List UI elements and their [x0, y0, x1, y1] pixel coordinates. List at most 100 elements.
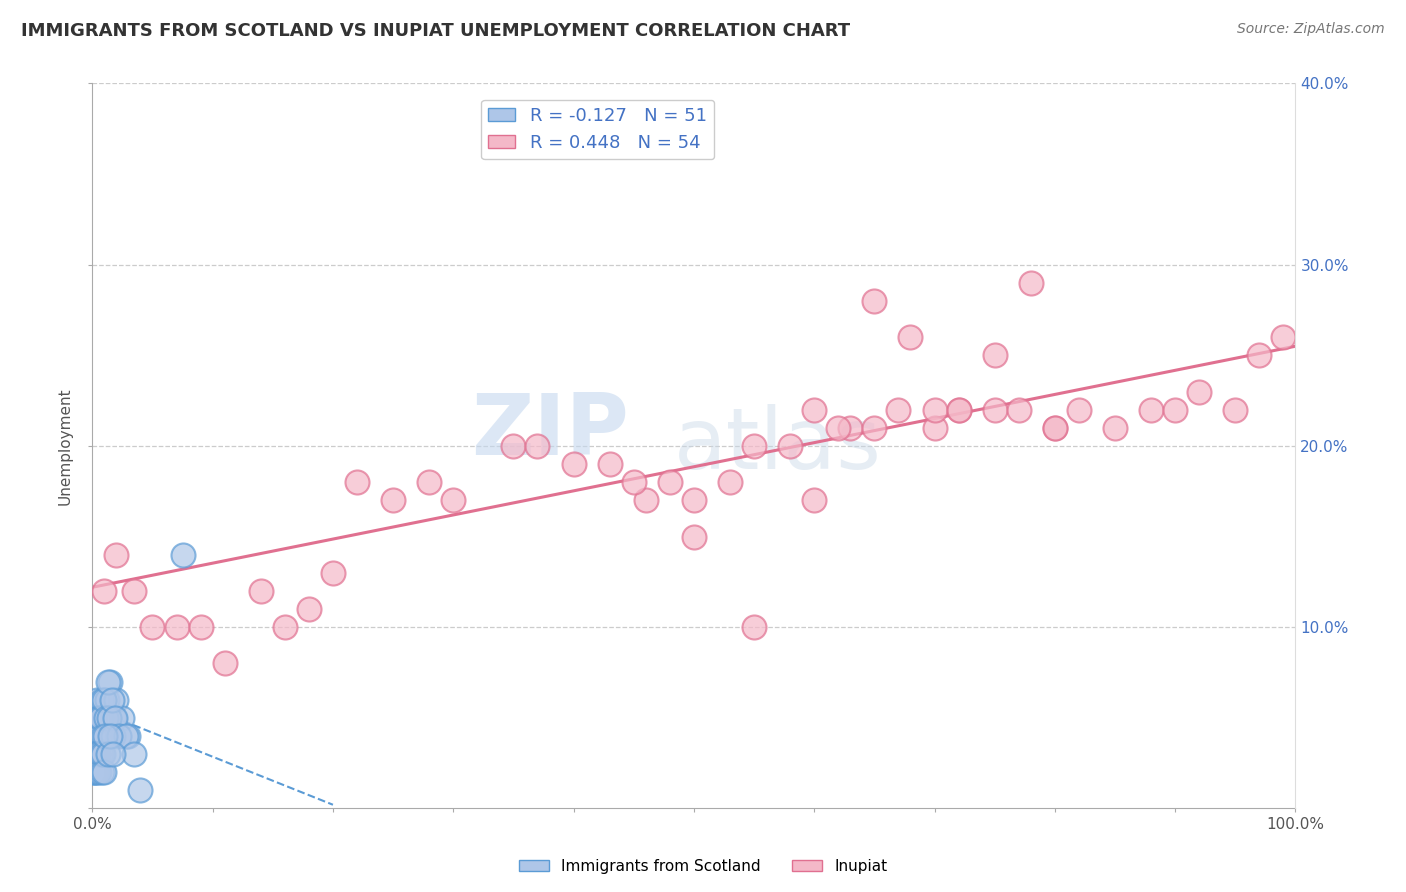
- Point: [124, 583, 146, 598]
- Point: [89, 729, 111, 743]
- Point: [1272, 330, 1295, 344]
- Point: [718, 475, 741, 490]
- Point: [322, 566, 344, 580]
- Point: [214, 657, 236, 671]
- Text: Source: ZipAtlas.com: Source: ZipAtlas.com: [1237, 22, 1385, 37]
- Point: [104, 711, 127, 725]
- Point: [526, 439, 548, 453]
- Point: [683, 529, 706, 543]
- Text: atlas: atlas: [673, 404, 882, 487]
- Point: [105, 548, 128, 562]
- Text: ZIP: ZIP: [471, 390, 628, 473]
- Point: [124, 747, 146, 761]
- Point: [94, 711, 117, 725]
- Point: [166, 620, 188, 634]
- Point: [190, 620, 212, 634]
- Point: [948, 402, 970, 417]
- Point: [249, 583, 271, 598]
- Point: [599, 457, 621, 471]
- Point: [683, 493, 706, 508]
- Point: [863, 293, 886, 308]
- Point: [98, 674, 121, 689]
- Point: [779, 439, 801, 453]
- Point: [86, 765, 108, 780]
- Point: [1008, 402, 1031, 417]
- Point: [87, 711, 110, 725]
- Point: [948, 402, 970, 417]
- Point: [94, 729, 117, 743]
- Point: [83, 747, 105, 761]
- Point: [105, 692, 128, 706]
- Point: [983, 348, 1005, 362]
- Point: [1249, 348, 1271, 362]
- Point: [84, 729, 107, 743]
- Point: [502, 439, 524, 453]
- Point: [1043, 421, 1066, 435]
- Text: IMMIGRANTS FROM SCOTLAND VS INUPIAT UNEMPLOYMENT CORRELATION CHART: IMMIGRANTS FROM SCOTLAND VS INUPIAT UNEM…: [21, 22, 851, 40]
- Y-axis label: Unemployment: Unemployment: [58, 387, 72, 505]
- Point: [93, 765, 115, 780]
- Point: [103, 711, 125, 725]
- Point: [827, 421, 849, 435]
- Point: [82, 747, 104, 761]
- Point: [141, 620, 163, 634]
- Point: [803, 493, 825, 508]
- Point: [89, 747, 111, 761]
- Point: [91, 729, 114, 743]
- Point: [89, 765, 111, 780]
- Point: [924, 402, 946, 417]
- Point: [1225, 402, 1247, 417]
- Point: [93, 711, 115, 725]
- Point: [1104, 421, 1126, 435]
- Point: [96, 692, 118, 706]
- Point: [172, 548, 194, 562]
- Point: [93, 583, 115, 598]
- Point: [441, 493, 464, 508]
- Point: [742, 620, 765, 634]
- Point: [274, 620, 297, 634]
- Point: [87, 747, 110, 761]
- Point: [924, 421, 946, 435]
- Point: [1067, 402, 1090, 417]
- Point: [111, 711, 134, 725]
- Point: [84, 747, 107, 761]
- Point: [89, 729, 111, 743]
- Point: [634, 493, 657, 508]
- Point: [742, 439, 765, 453]
- Point: [346, 475, 368, 490]
- Point: [87, 747, 110, 761]
- Point: [803, 402, 825, 417]
- Point: [117, 729, 139, 743]
- Point: [101, 729, 124, 743]
- Point: [83, 765, 105, 780]
- Point: [87, 711, 110, 725]
- Point: [562, 457, 585, 471]
- Point: [382, 493, 405, 508]
- Point: [1188, 384, 1211, 399]
- Point: [1043, 421, 1066, 435]
- Point: [418, 475, 440, 490]
- Point: [129, 783, 152, 797]
- Point: [84, 747, 107, 761]
- Point: [1140, 402, 1163, 417]
- Point: [101, 747, 124, 761]
- Point: [839, 421, 862, 435]
- Point: [983, 402, 1005, 417]
- Point: [90, 765, 112, 780]
- Point: [863, 421, 886, 435]
- Point: [83, 747, 105, 761]
- Point: [90, 711, 112, 725]
- Legend: R = -0.127   N = 51, R = 0.448   N = 54: R = -0.127 N = 51, R = 0.448 N = 54: [481, 100, 714, 159]
- Point: [91, 747, 114, 761]
- Point: [82, 765, 104, 780]
- Point: [1164, 402, 1187, 417]
- Point: [97, 747, 120, 761]
- Point: [100, 692, 122, 706]
- Point: [900, 330, 922, 344]
- Point: [86, 729, 108, 743]
- Point: [93, 692, 115, 706]
- Point: [86, 692, 108, 706]
- Point: [97, 674, 120, 689]
- Point: [98, 711, 121, 725]
- Point: [298, 602, 321, 616]
